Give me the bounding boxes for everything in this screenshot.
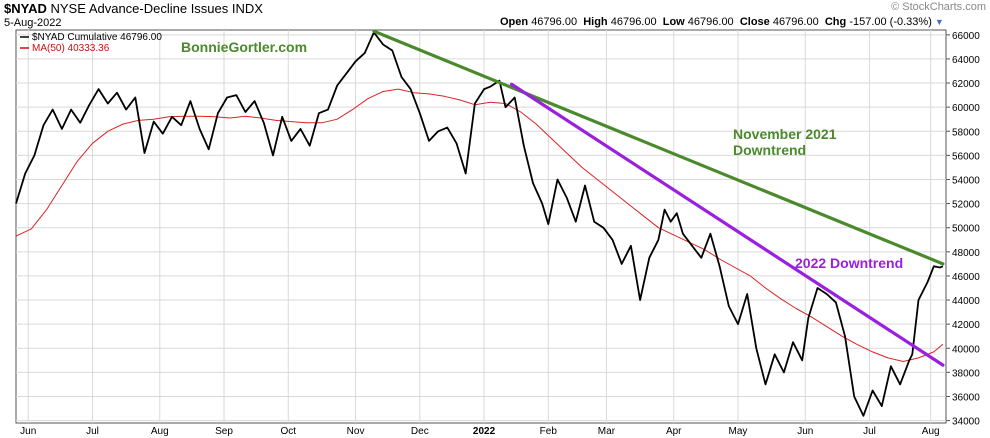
y-tick-label: 64000 [952, 55, 980, 66]
dropdown-arrow-icon[interactable]: ▼ [934, 17, 944, 27]
plot-area-frame [15, 29, 947, 424]
index-type: INDX [231, 1, 263, 16]
downtrend-2022-trendline [509, 82, 945, 367]
y-tick-label: 66000 [952, 31, 980, 42]
x-axis: Jun Jul Aug Sep Oct Nov Dec 2022 Feb Mar Apr May Jun… [20, 426, 939, 437]
y-tick-label: 56000 [952, 151, 980, 162]
low-value: 46796.00 [687, 16, 734, 28]
y-tick-label: 42000 [952, 320, 980, 331]
high-value: 46796.00 [610, 16, 657, 28]
series-layer [15, 31, 944, 417]
x-tick-label: Jul [863, 426, 876, 437]
x-tick-label: May [729, 426, 748, 437]
chart-header: $NYAD NYSE Advance-Decline Issues INDX 5… [0, 0, 990, 30]
watermark[interactable]: © StockCharts.com [891, 1, 986, 13]
legend-price-label: $NYAD Cumulative 46796.00 [32, 32, 162, 43]
y-axis: 34000 36000 38000 40000 42000 44000 46000 48000… [946, 31, 980, 428]
nyad-line [15, 31, 944, 417]
x-tick-label: Mar [598, 426, 616, 437]
legend: $NYAD Cumulative 46796.00 MA(50) 40333.3… [20, 32, 162, 54]
chart-title: $NYAD NYSE Advance-Decline Issues INDX [4, 1, 263, 16]
chg-value: -157.00 (-0.33%) [849, 16, 932, 28]
y-tick-label: 44000 [952, 296, 980, 307]
x-tick-label: Nov [347, 426, 365, 437]
ohlc-readout: Open 46796.00 High 46796.00 Low 46796.00… [500, 16, 944, 28]
close-label: Close [739, 16, 770, 28]
x-tick-label: Apr [666, 426, 682, 437]
site-annotation: BonnieGortler.com [181, 39, 307, 55]
nov-2021-trendline [372, 29, 945, 266]
x-tick-label: Jun [20, 426, 36, 437]
x-tick-label: Sep [215, 426, 233, 437]
y-tick-label: 60000 [952, 103, 980, 114]
close-value: 46796.00 [772, 16, 819, 28]
y-tick-label: 58000 [952, 127, 980, 138]
x-tick-label: Aug [151, 426, 169, 437]
symbol[interactable]: $NYAD [4, 1, 47, 16]
x-tick-label: 2022 [473, 426, 496, 437]
y-tick-label: 40000 [952, 344, 980, 355]
y-tick-label: 46000 [952, 272, 980, 283]
y-tick-label: 34000 [952, 417, 980, 428]
x-tick-label: Oct [280, 426, 296, 437]
chart-date: 5-Aug-2022 [4, 17, 62, 29]
x-tick-label: Jun [797, 426, 813, 437]
index-name: Advance-Decline Issues [88, 1, 229, 16]
x-tick-label: Jul [86, 426, 99, 437]
x-tick-label: Dec [411, 426, 429, 437]
y-tick-label: 62000 [952, 79, 980, 90]
low-label: Low [662, 16, 685, 28]
y-tick-label: 38000 [952, 368, 980, 379]
nov-2021-annotation-line1: November 2021 [733, 126, 837, 142]
y-tick-label: 52000 [952, 200, 980, 211]
y-tick-label: 54000 [952, 175, 980, 186]
trendline-layer [372, 29, 945, 367]
gridlines [16, 30, 946, 423]
y-tick-label: 50000 [952, 224, 980, 235]
legend-ma-label: MA(50) 40333.36 [32, 43, 110, 54]
nov-2021-annotation-line2: Downtrend [733, 142, 806, 158]
x-tick-label: Aug [922, 426, 940, 437]
y-tick-label: 36000 [952, 392, 980, 403]
open-value: 46796.00 [531, 16, 578, 28]
exchange: NYSE [50, 1, 86, 16]
chg-label: Chg [824, 16, 847, 28]
y-tick-label: 48000 [952, 248, 980, 259]
open-label: Open [500, 16, 529, 28]
x-tick-label: Feb [540, 426, 558, 437]
downtrend-2022-annotation: 2022 Downtrend [795, 255, 903, 271]
high-label: High [583, 16, 608, 28]
